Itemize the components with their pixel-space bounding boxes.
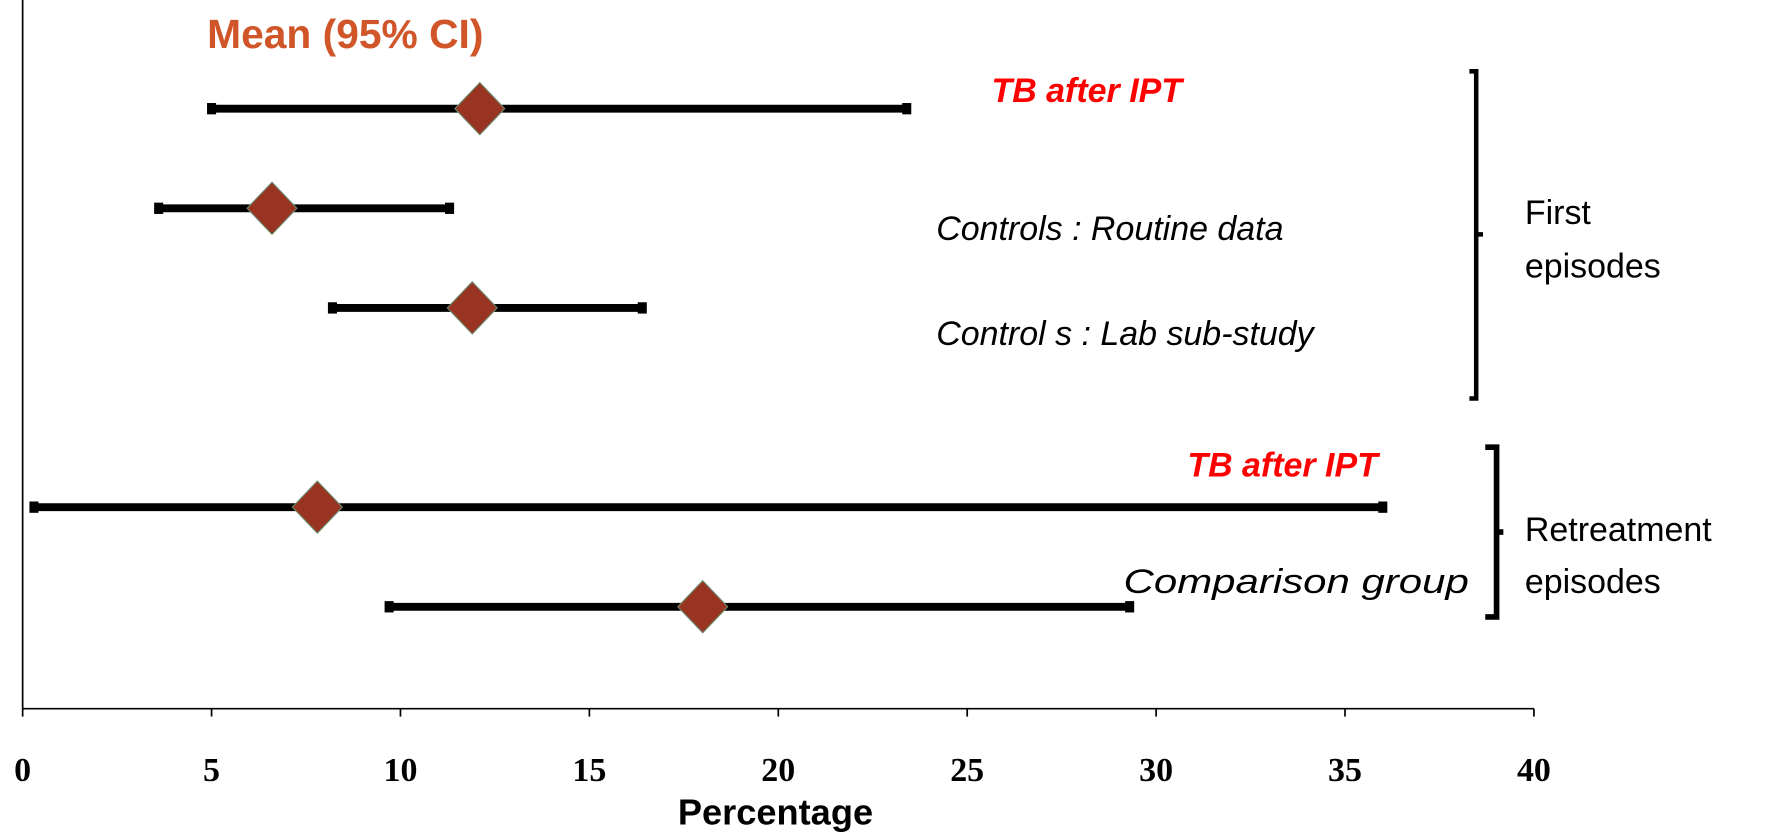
annotation: TB after IPT bbox=[991, 72, 1185, 110]
group-label: First bbox=[1525, 194, 1592, 232]
annotation: TB after IPT bbox=[1187, 447, 1381, 485]
group-label: Retreatment bbox=[1525, 511, 1712, 549]
ci-cap bbox=[637, 302, 647, 314]
x-axis-label: Percentage bbox=[678, 792, 873, 833]
chart-title: Mean (95% CI) bbox=[207, 11, 483, 57]
ci-cap bbox=[154, 202, 164, 214]
bracket bbox=[1469, 69, 1483, 401]
mean-marker bbox=[291, 480, 344, 535]
group-label: episodes bbox=[1525, 563, 1661, 601]
mean-marker bbox=[454, 81, 506, 136]
ci-cap bbox=[1125, 601, 1135, 613]
annotation: Controls : Routine data bbox=[936, 210, 1283, 248]
x-tick-label: 10 bbox=[383, 752, 417, 789]
x-tick-label: 0 bbox=[14, 752, 31, 789]
x-tick-label: 20 bbox=[761, 752, 795, 789]
mean-marker bbox=[677, 579, 729, 634]
x-tick-label: 25 bbox=[950, 752, 984, 789]
ci-cap bbox=[327, 302, 337, 314]
ci-cap bbox=[207, 103, 217, 115]
ci-cap bbox=[384, 601, 394, 613]
x-tick-label: 30 bbox=[1139, 752, 1173, 789]
ci-cap bbox=[902, 103, 912, 115]
group-label: episodes bbox=[1525, 247, 1661, 285]
ci-cap bbox=[1378, 501, 1388, 513]
mean-marker bbox=[446, 281, 498, 335]
annotation: Control s : Lab sub-study bbox=[936, 315, 1315, 353]
x-tick-label: 35 bbox=[1328, 752, 1362, 789]
ci-cap bbox=[445, 202, 455, 214]
ci-cap bbox=[29, 501, 39, 513]
mean-marker bbox=[246, 181, 298, 236]
x-tick-label: 15 bbox=[572, 752, 606, 789]
bracket bbox=[1485, 444, 1504, 620]
x-tick-label: 40 bbox=[1517, 752, 1551, 789]
annotation: Comparison group bbox=[1124, 563, 1469, 601]
x-tick-label: 5 bbox=[203, 752, 220, 789]
